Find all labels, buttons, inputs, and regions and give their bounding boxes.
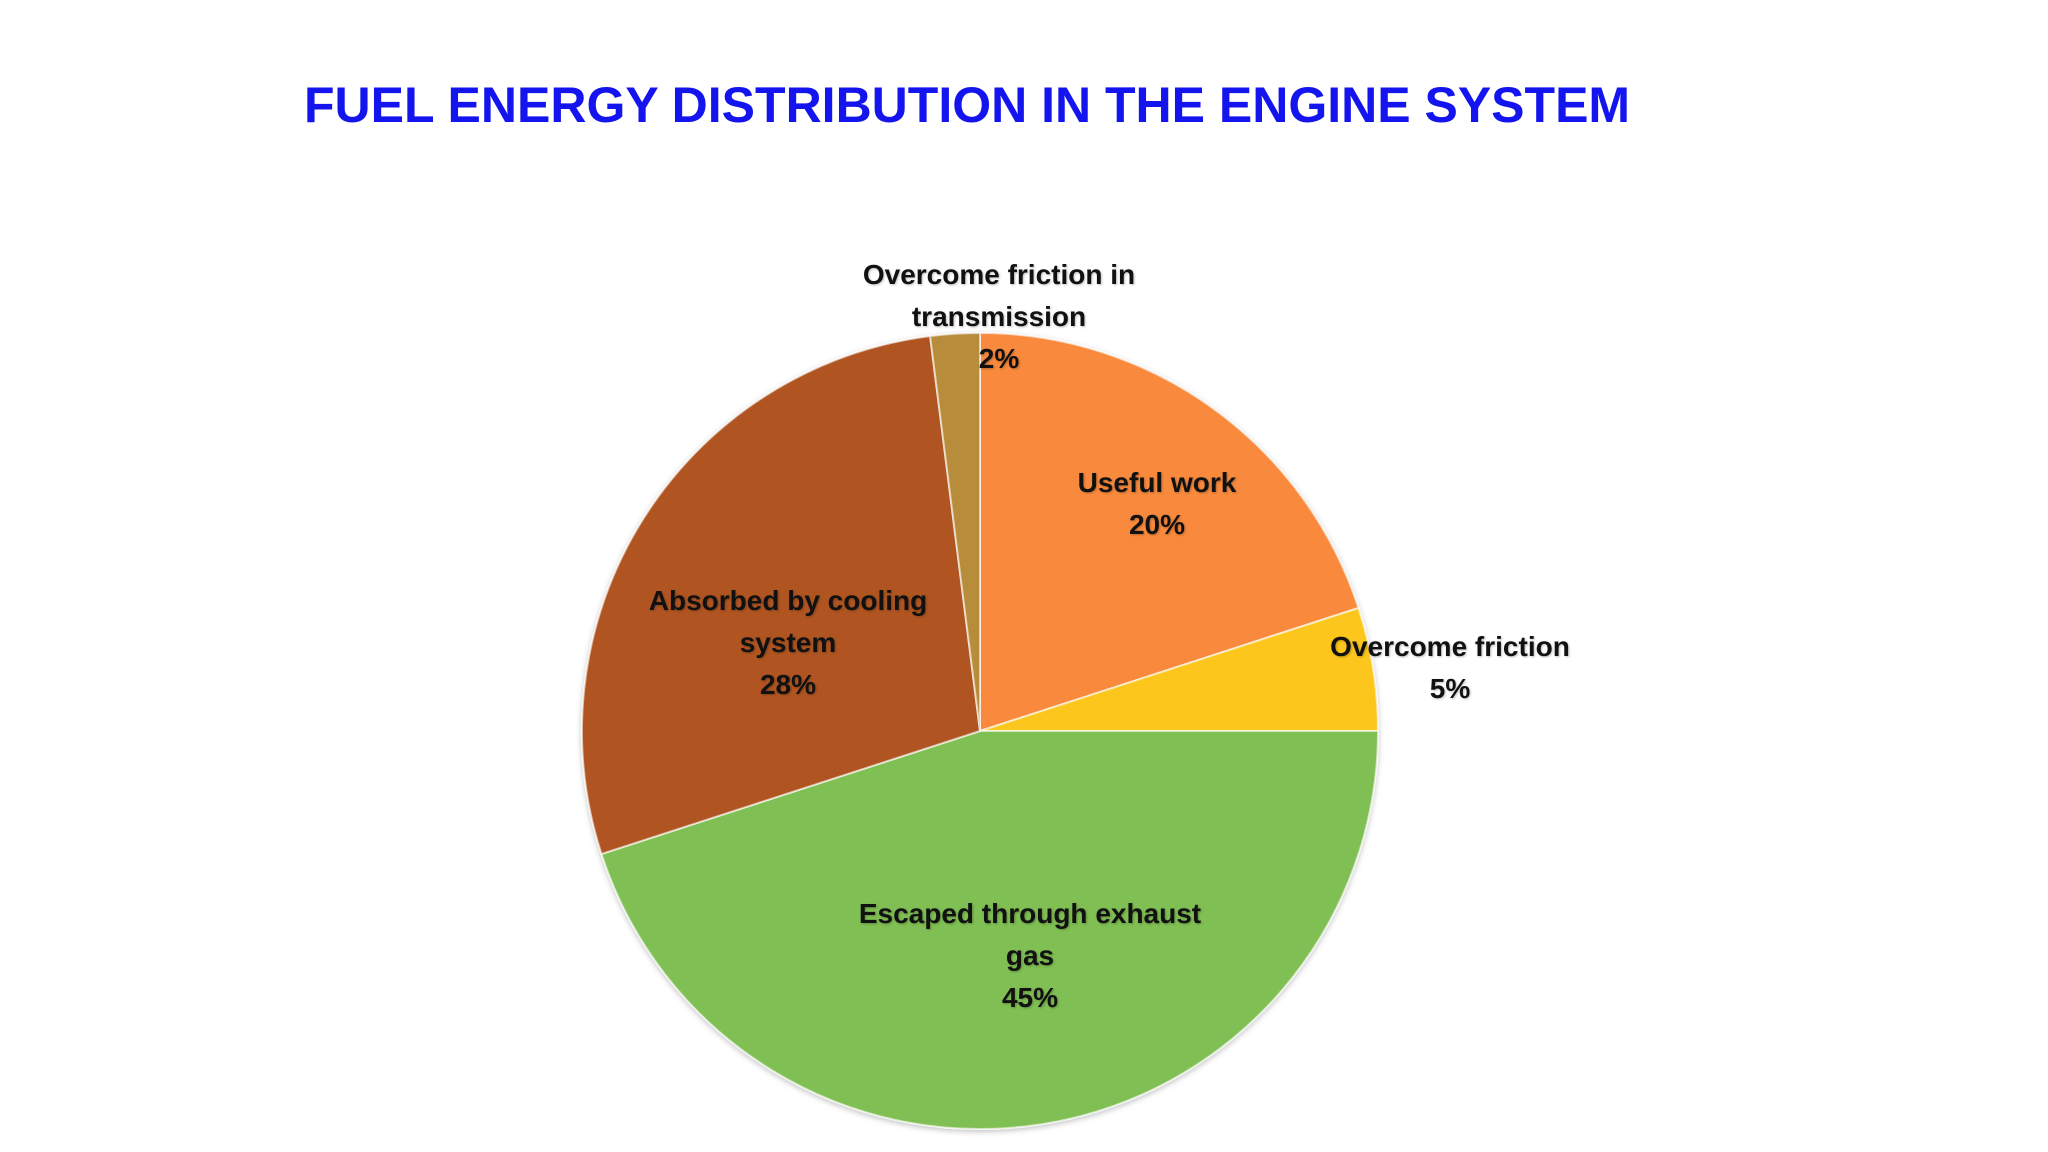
slice-value: 2%	[978, 343, 1020, 374]
chart-title: FUEL ENERGY DISTRIBUTION IN THE ENGINE S…	[304, 77, 1631, 133]
slice-label: Absorbed by cooling system 28%	[628, 580, 948, 706]
pie-slice	[928, 331, 981, 732]
slice-value: 5%	[1429, 673, 1471, 704]
pie-slice	[600, 730, 1380, 1130]
slice-value: 20%	[1128, 509, 1186, 540]
slice-label: Useful work 20%	[1057, 462, 1257, 546]
pie	[581, 331, 1380, 1130]
slice-value: 28%	[759, 669, 817, 700]
slice-label: Overcome friction in transmission 2%	[844, 254, 1154, 380]
slice-value: 45%	[1001, 982, 1059, 1013]
slice-name: Absorbed by cooling system	[648, 585, 928, 658]
slice-name: Overcome friction	[1330, 631, 1570, 662]
slice-name: Overcome friction in transmission	[862, 259, 1136, 332]
slice-name: Escaped through exhaust gas	[858, 898, 1202, 971]
slice-name: Useful work	[1077, 467, 1237, 498]
pie-slice	[581, 335, 982, 856]
slice-label: Escaped through exhaust gas 45%	[840, 893, 1220, 1019]
slice-label: Overcome friction 5%	[1300, 626, 1600, 710]
pie-slice	[979, 331, 1360, 733]
